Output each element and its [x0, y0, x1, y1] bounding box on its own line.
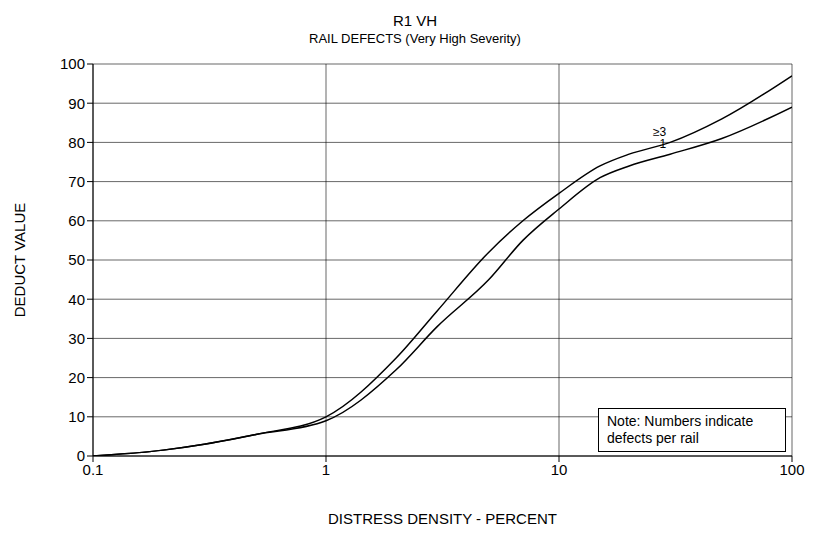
svg-text:0: 0 [77, 447, 85, 464]
svg-text:10: 10 [68, 408, 85, 425]
svg-text:100: 100 [779, 461, 804, 478]
svg-text:1: 1 [322, 461, 330, 478]
svg-text:80: 80 [68, 134, 85, 151]
html-text:R1 VH: R1 VH [392, 12, 438, 29]
html-text:Note: Numbers indicate defects: Note: Numbers indicate defects per rail [607, 413, 754, 446]
svg-text:≥3: ≥3 [652, 125, 667, 140]
svg-text:60: 60 [68, 212, 85, 229]
html-text:RAIL DEFECTS (Very High Severi: RAIL DEFECTS (Very High Severity) [309, 31, 521, 46]
svg-text:90: 90 [68, 95, 85, 112]
svg-text:40: 40 [68, 291, 85, 308]
svg-text:30: 30 [68, 330, 85, 347]
svg-text:50: 50 [68, 251, 85, 268]
svg-text:DISTRESS DENSITY - PERCENT: DISTRESS DENSITY - PERCENT [328, 510, 557, 527]
svg-text:1: 1 [659, 137, 666, 151]
svg-text:DEDUCT VALUE: DEDUCT VALUE [11, 203, 28, 317]
svg-text:10: 10 [551, 461, 568, 478]
svg-text:100: 100 [60, 55, 85, 72]
svg-text:20: 20 [68, 369, 85, 386]
svg-text:0.1: 0.1 [83, 461, 104, 478]
svg-text:70: 70 [68, 173, 85, 190]
